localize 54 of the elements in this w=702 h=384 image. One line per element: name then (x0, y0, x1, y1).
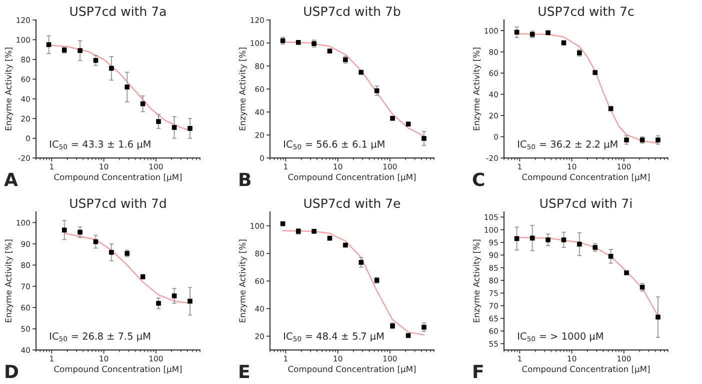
point (78, 230, 82, 235)
y-axis-title: Enzyme Activity [%] (473, 48, 482, 130)
chart-title: USP7cd with 7e (304, 198, 400, 208)
y-axis-title: Enzyme Activity [%] (239, 240, 248, 322)
annotation: IC$_{50}$ = > 1000 μM (518, 332, 603, 342)
point (561, 237, 566, 242)
point (577, 242, 582, 247)
point (62, 228, 67, 232)
text: B (240, 172, 250, 186)
point (188, 126, 192, 131)
point (172, 293, 177, 298)
annotation: IC$_{50}$ = 36.2 ± 2.2 μM (518, 140, 618, 150)
point (530, 236, 535, 240)
point (656, 138, 660, 142)
point (422, 136, 426, 141)
annotation: IC$_{50}$ = 43.3 ± 1.6 μM (50, 140, 150, 150)
x-axis-title: Compound Concentration [μM] (288, 366, 416, 374)
point (656, 314, 660, 320)
point (46, 42, 52, 48)
point (109, 250, 114, 255)
point (78, 48, 82, 53)
point (109, 66, 114, 71)
annotation: IC$_{50}$ = 26.8 ± 7.5 μM (50, 332, 150, 342)
y-axis-title: Enzyme Activity [%] (5, 48, 14, 130)
point (514, 236, 520, 241)
point (156, 300, 161, 306)
point (124, 84, 130, 90)
point (358, 260, 364, 265)
x-axis-title: Compound Concentration [μM] (522, 366, 650, 374)
text: D (6, 364, 18, 378)
x-axis-title: Compound Concentration [μM] (288, 174, 416, 182)
chart-title: USP7cd with 7a (70, 6, 166, 16)
text: E (240, 364, 250, 378)
chart-title: USP7cd with 7b (304, 6, 400, 16)
point (546, 237, 550, 242)
annotation: IC$_{50}$ = 48.4 ± 5.7 μM (284, 332, 384, 342)
annotation: IC$_{50}$ = 56.6 ± 6.1 μM (284, 140, 384, 150)
point (172, 125, 177, 130)
y-axis-title: Enzyme Activity [%] (239, 48, 248, 130)
y-axis-title: Enzyme Activity [%] (473, 240, 482, 322)
text: F (474, 364, 483, 378)
chart-title: USP7cd with 7d (70, 198, 166, 208)
x-axis-title: Compound Concentration [μM] (54, 366, 182, 374)
x-axis-title: Compound Concentration [μM] (522, 174, 650, 182)
point (624, 138, 629, 142)
point (188, 298, 192, 304)
text: C (472, 172, 484, 186)
y-axis-title: Enzyme Activity [%] (5, 240, 14, 322)
x-axis-title: Compound Concentration [μM] (54, 174, 182, 182)
point (156, 119, 161, 124)
text: A (4, 172, 18, 186)
point (93, 58, 98, 63)
chart-title: USP7cd with 7c (538, 6, 634, 16)
chart-title: USP7cd with 7i (540, 198, 632, 208)
